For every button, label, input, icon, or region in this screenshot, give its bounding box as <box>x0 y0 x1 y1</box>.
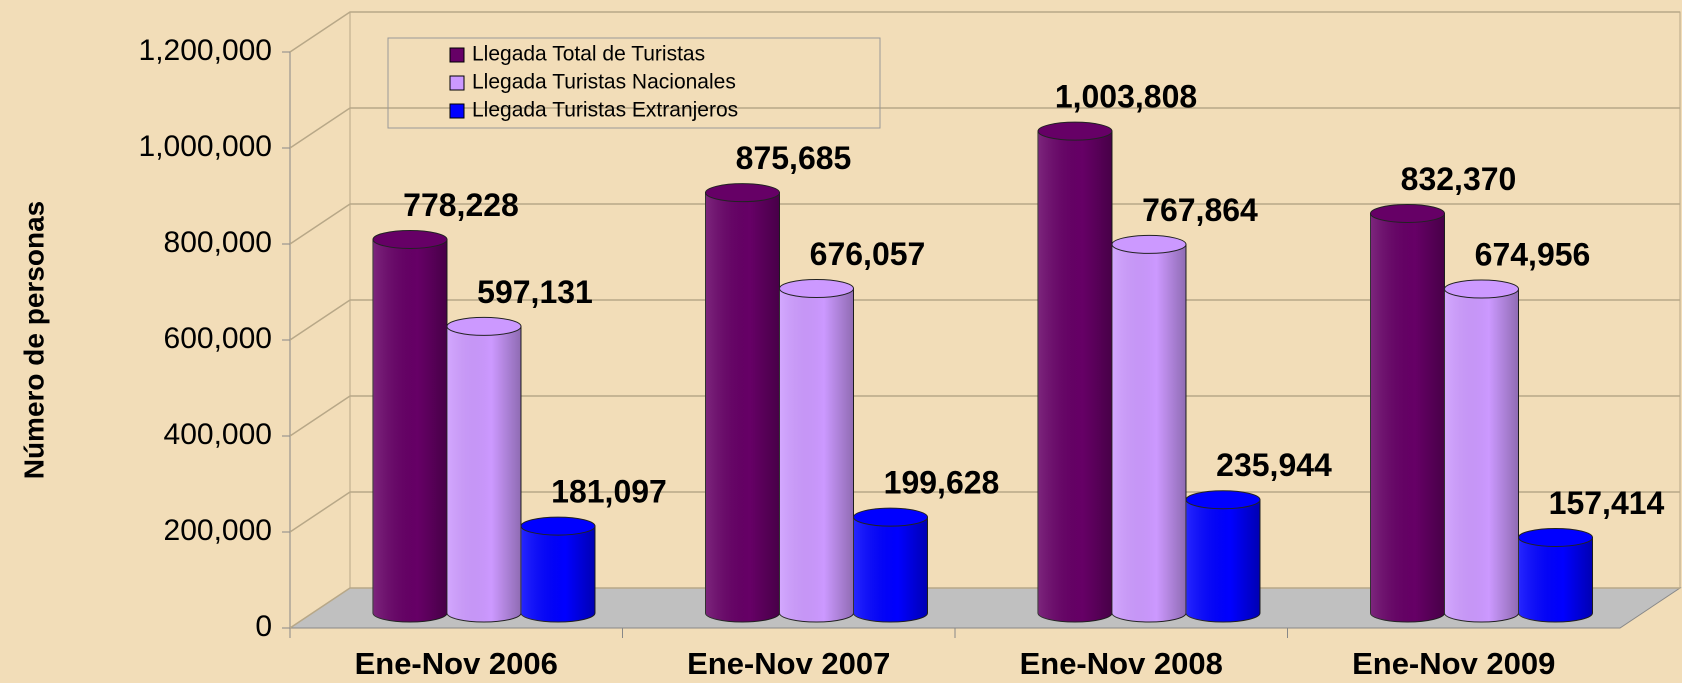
y-tick-label: 0 <box>255 610 272 643</box>
data-label: 181,097 <box>551 474 667 510</box>
data-label: 597,131 <box>477 274 593 310</box>
bar <box>1444 279 1519 623</box>
bar-shade <box>1112 244 1186 622</box>
data-label: 832,370 <box>1401 161 1517 197</box>
bar <box>1037 121 1113 623</box>
legend-label: Llegada Total de Turistas <box>472 43 705 66</box>
data-label: 676,057 <box>810 236 926 272</box>
y-tick-label: 800,000 <box>164 226 272 259</box>
bar-top <box>446 316 522 336</box>
legend-box <box>387 37 881 129</box>
bar <box>705 183 780 623</box>
data-label: 674,956 <box>1475 236 1591 272</box>
legend-label: Llegada Turistas Nacionales <box>472 71 736 94</box>
bar-shade <box>1370 213 1445 622</box>
grid-line <box>289 395 1680 437</box>
x-tick-label: Ene-Nov 2007 <box>687 646 890 681</box>
bar-top <box>372 229 448 249</box>
bar <box>1185 490 1261 623</box>
bar-shade <box>1518 537 1593 622</box>
bar-top <box>520 516 596 536</box>
bar-top <box>1037 121 1113 141</box>
legend-swatch <box>449 75 465 91</box>
bar-top <box>1370 203 1445 223</box>
grid-line <box>289 299 1680 341</box>
bar-top <box>1185 490 1261 510</box>
x-tick-label: Ene-Nov 2009 <box>1352 646 1555 681</box>
legend-label: Llegada Turistas Extranjeros <box>472 99 738 122</box>
grid-line <box>289 11 1680 53</box>
bar-top <box>1444 279 1519 299</box>
bar-top <box>1518 527 1593 547</box>
bar-shade <box>373 239 447 622</box>
y-tick-label: 1,000,000 <box>139 130 272 163</box>
data-label: 235,944 <box>1216 447 1332 483</box>
data-label: 875,685 <box>736 140 852 176</box>
x-tick-label: Ene-Nov 2008 <box>1020 646 1223 681</box>
data-label: 157,414 <box>1549 485 1665 521</box>
bar-shade <box>447 326 521 622</box>
grid-line <box>289 107 1680 149</box>
data-label: 767,864 <box>1142 192 1258 228</box>
bar-shade <box>1186 499 1260 622</box>
bar-shade <box>1444 289 1519 622</box>
y-tick-label: 400,000 <box>164 418 272 451</box>
bar <box>372 229 448 623</box>
bar <box>1111 234 1187 623</box>
bar-shade <box>521 526 595 622</box>
legend: Llegada Total de Turistas Llegada Turista… <box>387 37 881 129</box>
data-label: 1,003,808 <box>1055 79 1197 115</box>
grid-line <box>289 203 1680 245</box>
bar <box>1518 527 1593 623</box>
x-tick-label: Ene-Nov 2006 <box>355 646 558 681</box>
data-label: 199,628 <box>884 465 1000 501</box>
bar-shade <box>779 288 854 622</box>
bar <box>520 516 596 623</box>
bar <box>853 507 928 623</box>
bar <box>1370 203 1445 623</box>
y-tick-label: 200,000 <box>164 514 272 547</box>
bar-top <box>705 183 780 203</box>
bar-shade <box>705 192 780 622</box>
bar <box>779 278 854 623</box>
legend-swatch <box>449 103 465 119</box>
bar-top <box>779 278 854 298</box>
bar <box>446 316 522 623</box>
legend-swatch <box>449 47 465 63</box>
bar-shade <box>1038 131 1112 622</box>
bar-shade <box>853 517 928 622</box>
bar-top <box>853 507 928 527</box>
data-label: 778,228 <box>403 187 519 223</box>
y-tick-label: 1,200,000 <box>139 34 272 67</box>
y-tick-label: 600,000 <box>164 322 272 355</box>
y-axis-label: Número de personas <box>18 201 49 480</box>
bar-top <box>1111 234 1187 254</box>
